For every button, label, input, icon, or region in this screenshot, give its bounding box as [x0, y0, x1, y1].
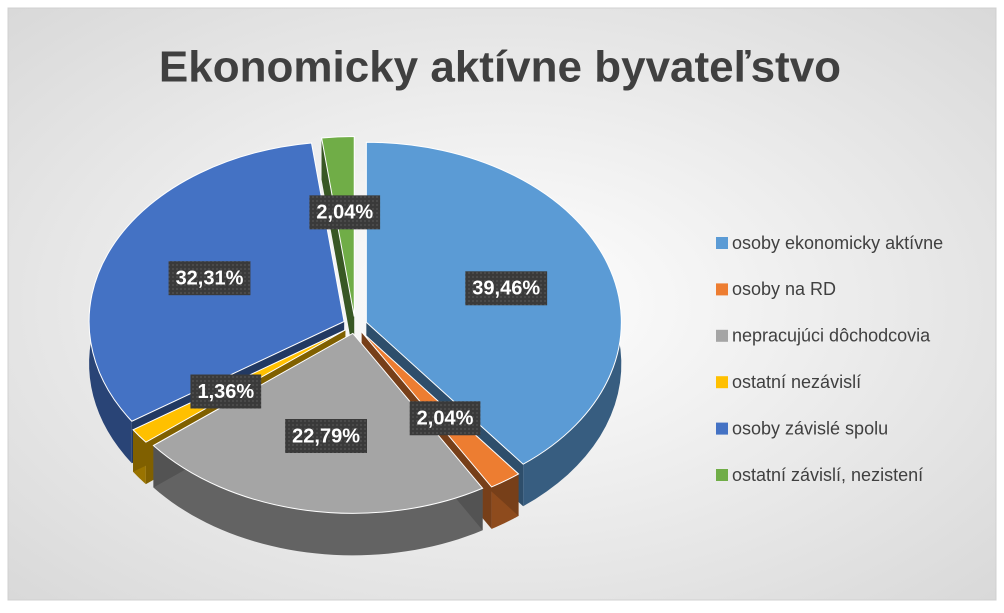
data-label-box: [190, 374, 262, 409]
data-label-box: [309, 195, 381, 230]
data-label-box: [409, 401, 481, 436]
legend-swatch: [716, 376, 728, 389]
data-label-text: 22,79%: [292, 425, 360, 447]
data-label-text: 2,04%: [417, 408, 474, 430]
legend-swatch: [716, 237, 728, 249]
labels: 39,46% 2,04% 22,79% 1,36% 32,31% 2,04%: [168, 195, 548, 454]
legend-label: ostatní závislí, nezistení: [732, 465, 923, 485]
slice-side: [153, 445, 483, 556]
data-label-text: 39,46%: [472, 278, 540, 300]
data-label-box: [168, 261, 251, 296]
legend-label: osoby na RD: [732, 279, 836, 299]
data-label: 22,79%: [285, 419, 367, 454]
data-label: 2,04%: [409, 401, 481, 436]
data-label-box: [285, 419, 367, 454]
legend-label: ostatní nezávislí: [732, 372, 861, 392]
chart-title: Ekonomicky aktívne byvateľstvo: [159, 43, 841, 92]
legend-swatch: [716, 329, 728, 342]
legend-swatch: [716, 469, 728, 481]
data-label-text: 1,36%: [197, 381, 254, 403]
slice-wall: [321, 138, 355, 359]
data-label-text: 32,31%: [176, 267, 244, 289]
legend: osoby ekonomicky aktívne osoby na RD nepra…: [716, 233, 943, 485]
legend-swatch: [716, 283, 728, 296]
legend-label: osoby ekonomicky aktívne: [732, 233, 943, 253]
legend-label: nepracujúci dôchodcovia: [732, 326, 931, 346]
data-label-text: 2,04%: [316, 202, 373, 224]
data-label: 1,36%: [190, 374, 262, 409]
data-label: 2,04%: [309, 195, 381, 230]
data-label-box: [465, 271, 548, 306]
data-label: 32,31%: [168, 261, 251, 296]
data-label: 39,46%: [465, 271, 548, 306]
legend-swatch: [716, 422, 728, 435]
legend-label: osoby závislé spolu: [732, 418, 888, 438]
